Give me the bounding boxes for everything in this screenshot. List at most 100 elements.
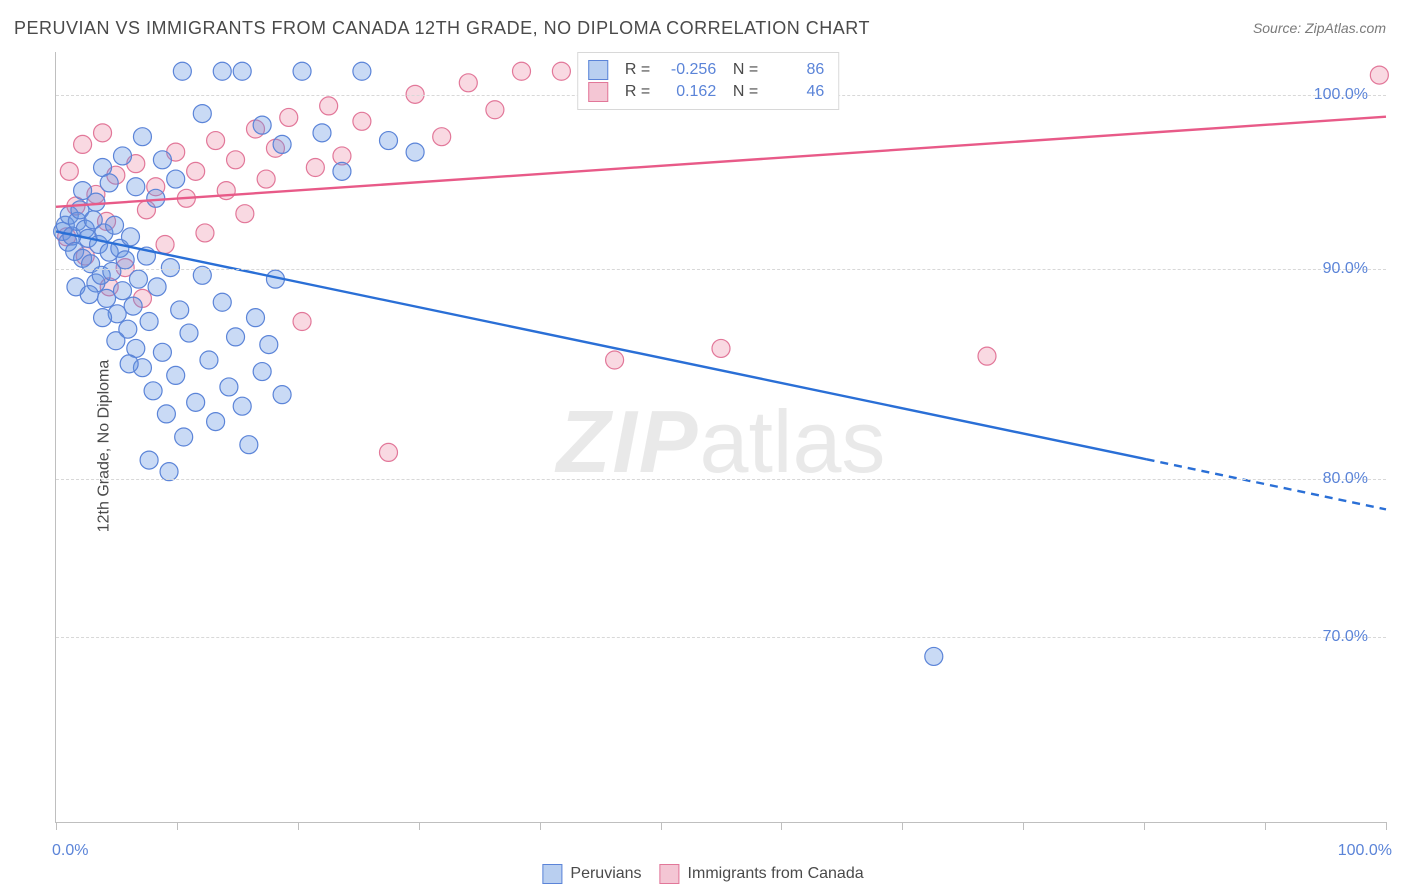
series2-point — [978, 347, 996, 365]
series1-point — [227, 328, 245, 346]
series2-point — [380, 443, 398, 461]
series1-point — [120, 355, 138, 373]
series1-point — [175, 428, 193, 446]
series2-swatch-icon — [660, 864, 680, 884]
series1-point — [333, 162, 351, 180]
series1-point — [187, 393, 205, 411]
gridline — [56, 479, 1386, 480]
r-label: R = — [616, 59, 650, 81]
series1-point — [98, 289, 116, 307]
series1-point — [233, 62, 251, 80]
series1-point — [133, 128, 151, 146]
series2-point — [236, 205, 254, 223]
series1-point — [406, 143, 424, 161]
source-attribution: Source: ZipAtlas.com — [1253, 20, 1386, 36]
series1-point — [114, 147, 132, 165]
series1-point — [213, 293, 231, 311]
n-label: N = — [724, 59, 758, 81]
plot-area: ZIPatlas 70.0%80.0%90.0%100.0% — [55, 52, 1386, 823]
series1-point — [173, 62, 191, 80]
series2-point — [94, 124, 112, 142]
series1-point — [253, 363, 271, 381]
series1-point — [116, 251, 134, 269]
y-tick-label: 80.0% — [1323, 470, 1368, 488]
y-tick-label: 70.0% — [1323, 628, 1368, 646]
series1-point — [153, 151, 171, 169]
series1-point — [233, 397, 251, 415]
series1-point — [273, 135, 291, 153]
x-tick — [781, 822, 782, 830]
series1-point — [107, 332, 125, 350]
series1-point — [157, 405, 175, 423]
series1-point — [180, 324, 198, 342]
x-tick — [419, 822, 420, 830]
series2-point — [60, 162, 78, 180]
series2-point — [459, 74, 477, 92]
series1-point — [94, 309, 112, 327]
series1-point — [144, 382, 162, 400]
n-label: N = — [724, 81, 758, 103]
series2-point — [227, 151, 245, 169]
series2-point — [280, 108, 298, 126]
series2-point — [257, 170, 275, 188]
series1-point — [240, 436, 258, 454]
series2-point — [320, 97, 338, 115]
x-max-label: 100.0% — [1338, 842, 1392, 860]
x-tick — [540, 822, 541, 830]
series1-point — [114, 282, 132, 300]
series1-point — [148, 278, 166, 296]
series1-swatch-icon — [542, 864, 562, 884]
series1-point — [87, 193, 105, 211]
series2-point — [433, 128, 451, 146]
series1-point — [129, 270, 147, 288]
series1-point — [160, 463, 178, 481]
legend-item-2: Immigrants from Canada — [660, 864, 864, 884]
series1-point — [273, 386, 291, 404]
series1-point — [313, 124, 331, 142]
series1-point — [167, 366, 185, 384]
y-tick-label: 90.0% — [1323, 260, 1368, 278]
series2-n-value: 46 — [766, 81, 824, 103]
series2-point — [486, 101, 504, 119]
series1-point — [260, 336, 278, 354]
gridline — [56, 269, 1386, 270]
series1-point — [925, 647, 943, 665]
chart-title: PERUVIAN VS IMMIGRANTS FROM CANADA 12TH … — [14, 18, 870, 39]
series1-point — [213, 62, 231, 80]
x-tick — [1386, 822, 1387, 830]
series1-swatch-icon — [588, 60, 608, 80]
series1-point — [124, 297, 142, 315]
series1-label: Peruvians — [570, 865, 641, 883]
series1-point — [127, 178, 145, 196]
series1-point — [247, 309, 265, 327]
series1-r-value: -0.256 — [658, 59, 716, 81]
series2-point — [207, 132, 225, 150]
chart-container: PERUVIAN VS IMMIGRANTS FROM CANADA 12TH … — [0, 0, 1406, 892]
series1-point — [380, 132, 398, 150]
series2-point — [513, 62, 531, 80]
r-label: R = — [616, 81, 650, 103]
series2-point — [306, 159, 324, 177]
series2-point — [74, 135, 92, 153]
x-tick — [177, 822, 178, 830]
x-tick — [902, 822, 903, 830]
x-tick — [56, 822, 57, 830]
legend-item-1: Peruvians — [542, 864, 641, 884]
series2-point — [156, 236, 174, 254]
series2-point — [196, 224, 214, 242]
series1-n-value: 86 — [766, 59, 824, 81]
x-min-label: 0.0% — [52, 842, 88, 860]
series2-point — [712, 339, 730, 357]
series2-point — [552, 62, 570, 80]
series1-point — [161, 259, 179, 277]
series2-point — [293, 313, 311, 331]
series1-point — [167, 170, 185, 188]
series2-point — [353, 112, 371, 130]
x-tick — [1144, 822, 1145, 830]
chart-svg — [56, 52, 1386, 822]
series1-point — [171, 301, 189, 319]
x-tick — [661, 822, 662, 830]
series1-point — [220, 378, 238, 396]
series1-point — [193, 105, 211, 123]
correlation-row-1: R = -0.256 N = 86 — [588, 59, 824, 81]
